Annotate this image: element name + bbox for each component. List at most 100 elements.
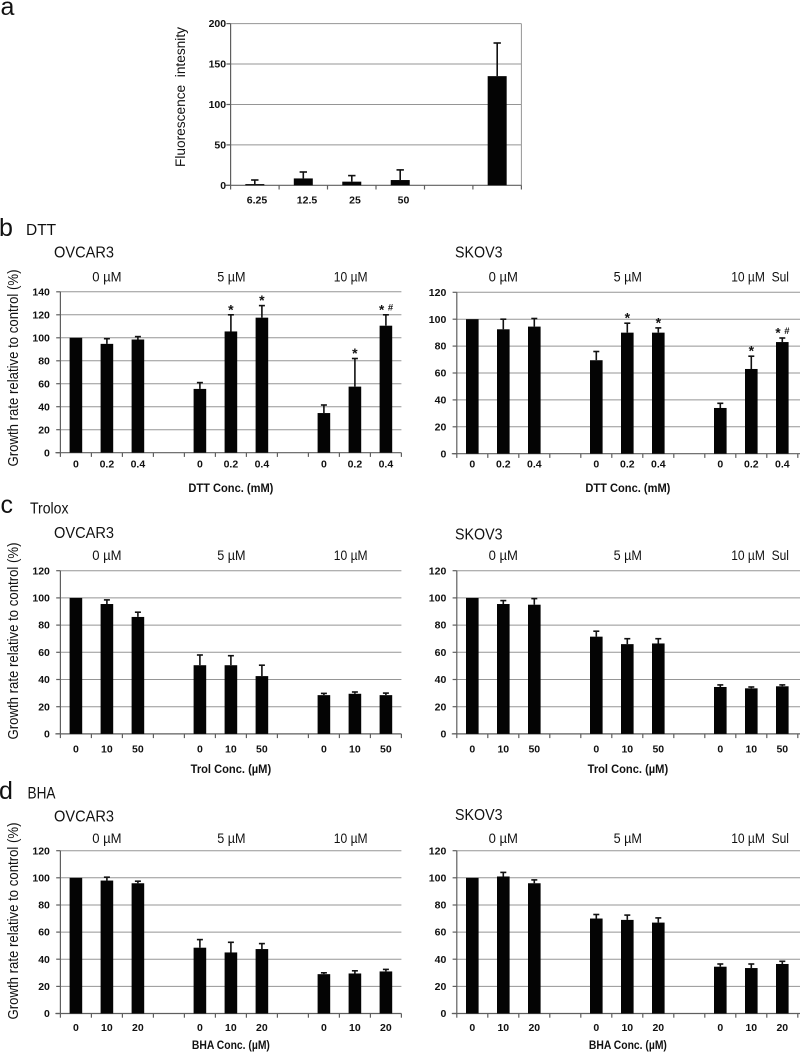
svg-text:0: 0	[321, 744, 327, 756]
svg-text:Fluorescence intesnity: Fluorescence intesnity	[173, 27, 188, 167]
svg-text:0.2: 0.2	[620, 458, 635, 470]
svg-text:0 µM: 0 µM	[92, 269, 121, 285]
svg-text:20: 20	[435, 701, 447, 713]
svg-text:40: 40	[435, 395, 447, 407]
svg-text:0: 0	[717, 744, 723, 756]
svg-text:80: 80	[38, 620, 50, 632]
svg-text:10: 10	[101, 1022, 113, 1034]
svg-text:80: 80	[38, 355, 50, 367]
svg-text:BHA Conc. (µM): BHA Conc. (µM)	[192, 1038, 270, 1052]
svg-text:0.2: 0.2	[348, 458, 363, 470]
svg-text:SKOV3: SKOV3	[455, 807, 503, 824]
svg-text:c: c	[1, 491, 14, 519]
svg-text:BHA: BHA	[28, 785, 56, 803]
svg-text:0: 0	[469, 744, 475, 756]
svg-text:10: 10	[745, 1022, 757, 1034]
svg-text:DTT: DTT	[26, 222, 57, 239]
svg-text:Trol Conc. (µM): Trol Conc. (µM)	[588, 762, 669, 776]
svg-text:0: 0	[440, 448, 446, 460]
svg-text:100: 100	[429, 593, 447, 605]
svg-text:20: 20	[132, 1022, 144, 1034]
svg-text:10 µM Sul: 10 µM Sul	[731, 269, 789, 285]
svg-text:0: 0	[469, 458, 475, 470]
svg-text:10: 10	[745, 744, 757, 756]
svg-text:10 µM: 10 µM	[334, 269, 368, 285]
svg-text:0.4: 0.4	[255, 458, 270, 470]
svg-text:50: 50	[132, 744, 144, 756]
svg-text:80: 80	[435, 900, 447, 912]
svg-text:Growth rate relative to contro: Growth rate relative to control (%)	[5, 269, 22, 466]
svg-text:0 µM: 0 µM	[92, 547, 121, 563]
svg-text:OVCAR3: OVCAR3	[54, 244, 114, 261]
svg-text:60: 60	[435, 647, 447, 659]
svg-text:0: 0	[220, 180, 226, 192]
svg-text:80: 80	[38, 900, 50, 912]
svg-text:20: 20	[380, 1022, 392, 1034]
svg-text:10: 10	[621, 1022, 633, 1034]
svg-text:*: *	[656, 314, 662, 330]
svg-text:60: 60	[435, 927, 447, 939]
svg-text:5 µM: 5 µM	[217, 547, 245, 563]
svg-text:60: 60	[38, 378, 50, 390]
svg-text:20: 20	[776, 1022, 788, 1034]
svg-text:0: 0	[717, 1022, 723, 1034]
svg-text:50: 50	[380, 744, 392, 756]
svg-text:0: 0	[44, 1008, 50, 1020]
svg-text:20: 20	[256, 1022, 268, 1034]
svg-text:SKOV3: SKOV3	[455, 244, 503, 261]
svg-text:0: 0	[321, 458, 327, 470]
svg-text:0: 0	[593, 744, 599, 756]
svg-text:100: 100	[32, 593, 50, 605]
svg-text:60: 60	[38, 647, 50, 659]
svg-text:10: 10	[621, 744, 633, 756]
svg-text:d: d	[0, 777, 13, 805]
svg-text:0: 0	[197, 458, 203, 470]
svg-text:50: 50	[256, 744, 268, 756]
svg-text:0 µM: 0 µM	[92, 830, 121, 846]
svg-text:5 µM: 5 µM	[217, 830, 245, 846]
svg-text:50: 50	[214, 140, 226, 152]
svg-text:25: 25	[349, 195, 361, 207]
svg-text:0: 0	[44, 447, 50, 459]
svg-text:0.4: 0.4	[379, 458, 394, 470]
svg-text:10: 10	[497, 1022, 509, 1034]
svg-text:0 µM: 0 µM	[489, 547, 518, 563]
svg-text:10: 10	[225, 744, 237, 756]
svg-text:0: 0	[440, 729, 446, 741]
svg-text:6.25: 6.25	[247, 195, 268, 207]
svg-text:50: 50	[528, 744, 540, 756]
svg-text:OVCAR3: OVCAR3	[54, 809, 114, 826]
svg-text:0.2: 0.2	[224, 458, 239, 470]
svg-text:100: 100	[429, 872, 447, 884]
svg-text:10 µM Sul: 10 µM Sul	[731, 547, 789, 563]
svg-text:SKOV3: SKOV3	[455, 527, 503, 544]
svg-text:0.2: 0.2	[496, 458, 511, 470]
svg-text:20: 20	[528, 1022, 540, 1034]
svg-text:20: 20	[652, 1022, 664, 1034]
svg-text:Trol Conc. (µM): Trol Conc. (µM)	[191, 762, 272, 776]
svg-text:10: 10	[349, 1022, 361, 1034]
svg-text:OVCAR3: OVCAR3	[54, 525, 114, 542]
svg-text:60: 60	[435, 368, 447, 380]
svg-text:0.4: 0.4	[775, 458, 790, 470]
svg-text:120: 120	[429, 287, 447, 299]
svg-text:150: 150	[209, 59, 227, 71]
svg-text:0: 0	[197, 744, 203, 756]
svg-text:10: 10	[349, 744, 361, 756]
svg-text:100: 100	[32, 872, 50, 884]
svg-text:BHA Conc. (µM): BHA Conc. (µM)	[589, 1038, 667, 1052]
svg-text:120: 120	[429, 845, 447, 857]
svg-text:200: 200	[209, 18, 227, 30]
svg-text:50: 50	[398, 195, 410, 207]
svg-text:20: 20	[38, 981, 50, 993]
svg-text:20: 20	[435, 421, 447, 433]
svg-text:5 µM: 5 µM	[217, 269, 245, 285]
svg-text:60: 60	[38, 927, 50, 939]
svg-text:10 µM: 10 µM	[334, 547, 368, 563]
svg-text:Growth rate relative to contro: Growth rate relative to control (%)	[5, 542, 22, 739]
svg-text:120: 120	[32, 309, 50, 321]
svg-text:0: 0	[593, 1022, 599, 1034]
svg-text:120: 120	[32, 565, 50, 577]
svg-text:0: 0	[44, 729, 50, 741]
svg-text:Growth rate relative to contro: Growth rate relative to control (%)	[5, 822, 22, 1019]
